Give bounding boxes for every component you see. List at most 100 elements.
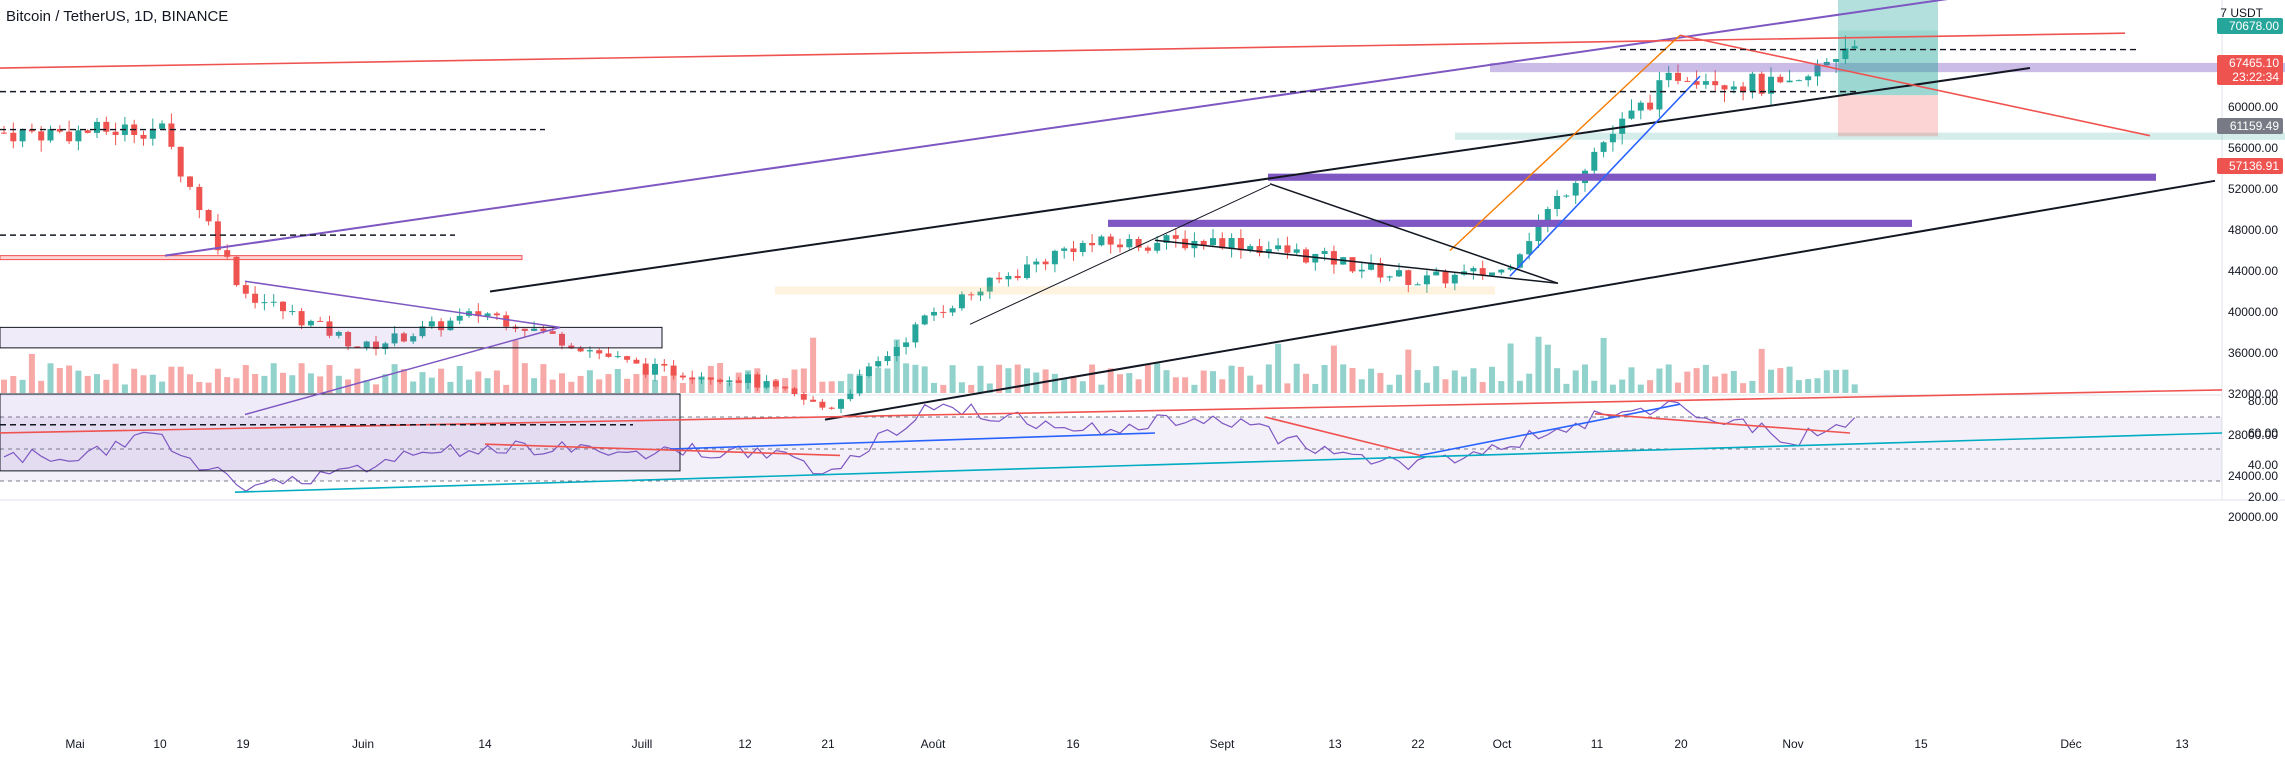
volume-bar xyxy=(1684,371,1691,393)
volume-bar xyxy=(1554,368,1561,393)
candle-body xyxy=(1079,242,1086,253)
volume-bar xyxy=(1256,384,1263,393)
volume-bar xyxy=(958,382,965,393)
volume-bar xyxy=(1479,382,1486,393)
volume-bar xyxy=(1461,376,1468,393)
date-tick-label: 20 xyxy=(1674,737,1688,751)
candle-body xyxy=(38,131,45,141)
date-tick-label: Oct xyxy=(1493,737,1512,751)
candle-body xyxy=(1572,183,1579,196)
rsi-tick-label: 20.00 xyxy=(2248,490,2278,504)
demand-zone xyxy=(0,393,681,472)
chart-title: Bitcoin / TetherUS, 1D, BINANCE xyxy=(6,8,229,25)
volume-bar xyxy=(949,365,956,393)
volume-bar xyxy=(363,380,370,393)
candle-body xyxy=(428,321,435,327)
volume-bar xyxy=(1851,384,1858,393)
orange-zone xyxy=(775,286,1495,295)
volume-bar xyxy=(410,381,417,393)
volume-bar xyxy=(1637,384,1644,393)
volume-bar xyxy=(1154,363,1161,393)
date-tick-label: 22 xyxy=(1411,737,1425,751)
candle-body xyxy=(233,256,240,286)
volume-bar xyxy=(224,377,231,393)
candle-body xyxy=(1051,250,1058,265)
volume-bar xyxy=(670,372,677,393)
volume-bar xyxy=(633,374,640,393)
purple-zone-1 xyxy=(1268,173,2156,181)
volume-bar xyxy=(131,368,138,393)
volume-bar xyxy=(624,378,631,393)
date-tick-label: 12 xyxy=(738,737,752,751)
candle-body xyxy=(1396,270,1402,277)
candle-body xyxy=(1656,80,1663,110)
candle-body xyxy=(1721,85,1728,90)
volume-bar xyxy=(1498,381,1505,393)
volume-bar xyxy=(1582,364,1588,393)
candle-body xyxy=(661,363,668,366)
volume-bar xyxy=(1275,343,1282,393)
candle-body xyxy=(1730,86,1737,90)
volume-bar xyxy=(596,379,603,393)
candle-body xyxy=(1479,268,1486,276)
volume-bar xyxy=(1386,384,1393,393)
price-tag-low: 57136.91 xyxy=(2217,158,2283,174)
candle-body xyxy=(1163,235,1170,243)
candle-body xyxy=(456,315,463,321)
blue-up-line xyxy=(1509,75,1701,277)
volume-bar xyxy=(735,372,742,393)
volume-bar xyxy=(326,365,333,393)
volume-bar xyxy=(1293,363,1300,393)
volume-bar xyxy=(968,384,975,393)
volume-bar xyxy=(456,365,463,393)
candle-body xyxy=(1358,269,1365,272)
volume-bar xyxy=(996,364,1003,393)
candle-body xyxy=(1005,275,1012,280)
volume-bar xyxy=(1135,379,1142,393)
candle-body xyxy=(1777,76,1784,83)
volume-bar xyxy=(521,363,528,393)
volume-bar xyxy=(1237,366,1244,393)
candle-body xyxy=(1693,81,1700,85)
volume-bar xyxy=(1377,372,1384,393)
volume-bar xyxy=(698,376,705,393)
volume-bar xyxy=(810,337,817,393)
volume-bar xyxy=(1628,367,1635,393)
candle-body xyxy=(1842,48,1849,60)
candle-body xyxy=(391,333,398,344)
price-tag-current: 67465.10 23:22:34 xyxy=(2217,55,2283,85)
volume-bar xyxy=(540,364,547,393)
candle-body xyxy=(1256,246,1263,254)
volume-bar xyxy=(1795,380,1802,393)
price-tick-label: 48000.00 xyxy=(2228,223,2278,237)
date-tick-label: Juin xyxy=(352,737,374,751)
volume-bar xyxy=(1740,383,1747,393)
date-tick-label: Août xyxy=(921,737,946,751)
candle-body xyxy=(280,301,286,312)
candle-body xyxy=(726,380,733,382)
volume-bar xyxy=(289,375,296,393)
rsi-red-line-2 xyxy=(1264,416,1421,457)
candle-body xyxy=(187,176,193,187)
volume-bar xyxy=(679,383,686,393)
volume-bar xyxy=(800,368,807,393)
candle-body xyxy=(1033,261,1040,265)
candle-body xyxy=(1024,264,1030,279)
volume-bar xyxy=(177,366,184,393)
candle-body xyxy=(912,324,919,343)
red-top-line xyxy=(0,32,2126,69)
volume-bar xyxy=(66,365,73,393)
volume-bar xyxy=(1163,370,1170,393)
target-box xyxy=(1838,0,1938,31)
volume-bar xyxy=(1712,376,1719,393)
candle-body xyxy=(977,291,984,296)
volume-bar xyxy=(354,368,361,393)
volume-bar xyxy=(1805,379,1812,393)
candle-body xyxy=(1237,238,1244,251)
candle-body xyxy=(1740,86,1747,92)
volume-bar xyxy=(1107,368,1114,393)
volume-bar xyxy=(400,369,407,393)
candle-body xyxy=(103,121,110,132)
